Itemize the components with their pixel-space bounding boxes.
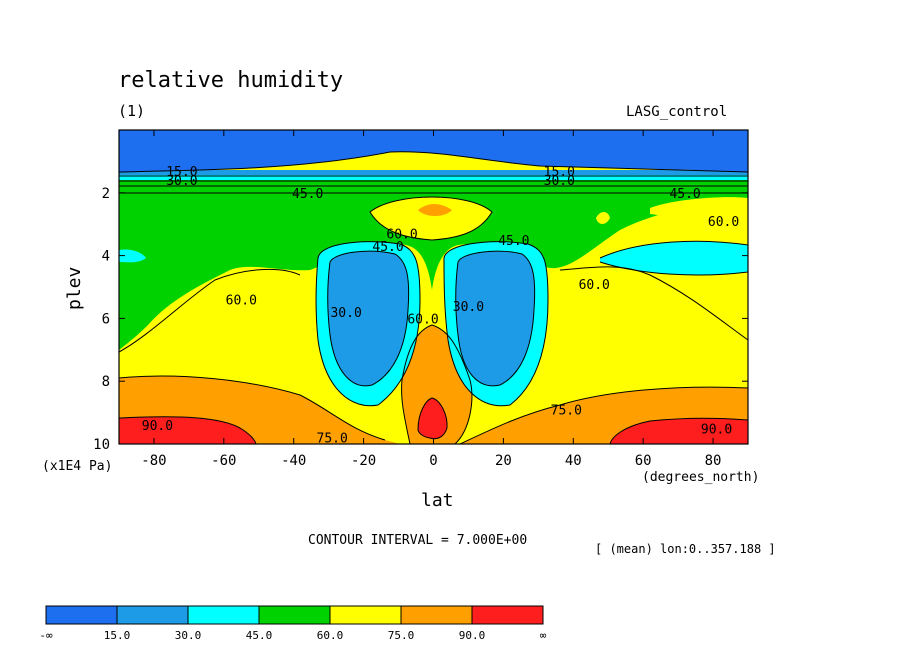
band-30-45-right-ellipse (600, 241, 748, 275)
contour-labels: 15.030.045.060.030.060.045.060.030.045.0… (142, 165, 739, 447)
contour-label: 45.0 (372, 240, 403, 255)
chart-title: relative humidity (118, 68, 344, 93)
band-60-75-equator-top (370, 197, 492, 240)
contour-label: 60.0 (226, 294, 257, 309)
colorbar-label: ∞ (540, 629, 547, 642)
contour-label: 60.0 (386, 228, 417, 243)
band-below-15-upper (119, 130, 748, 172)
x-tick-label: 60 (635, 453, 652, 469)
colorbar-swatch (187, 605, 260, 625)
x-tick-label: -20 (351, 453, 376, 469)
mean-info-text: [ (mean) lon:0..357.188 ] (595, 542, 776, 556)
y-tick-label: 4 (102, 249, 110, 265)
band-30-45-left-edge (119, 249, 146, 263)
band-75-90 (119, 325, 748, 444)
contour-label: 45.0 (498, 234, 529, 249)
colorbar-label: 90.0 (459, 629, 486, 642)
band-15-30-left (327, 251, 409, 386)
contour-lines (119, 151, 748, 444)
x-axis-label: lat (421, 490, 454, 511)
contour-label: 60.0 (407, 312, 438, 327)
band-60-75-right-wing (558, 266, 748, 365)
contour-label: 15.0 (166, 165, 197, 180)
colorbar-label: 75.0 (388, 629, 415, 642)
x-tick-label: 80 (705, 453, 722, 469)
band-60-75-right-upper (650, 197, 748, 225)
y-axis-label: plev (64, 266, 85, 310)
x-tick-label: 0 (429, 453, 437, 469)
band-45-60-upper (119, 178, 748, 192)
colorbar-swatch (116, 605, 189, 625)
x-axis-unit: (degrees_north) (642, 470, 760, 485)
contour-label: 30.0 (453, 300, 484, 315)
colorbar-swatch (471, 605, 544, 625)
colorbar-label: 15.0 (104, 629, 131, 642)
band-60-75-right-spot (596, 212, 610, 224)
case-label: LASG_control (626, 104, 728, 120)
contour-label: 60.0 (708, 215, 739, 230)
colorbar-swatch (258, 605, 331, 625)
band-90-plus-left (119, 416, 256, 444)
x-tick-label: -60 (211, 453, 236, 469)
x-tick-label: -40 (281, 453, 306, 469)
x-tick-label: 40 (565, 453, 582, 469)
x-tick-label: 20 (495, 453, 512, 469)
contour-label: 75.0 (551, 403, 582, 418)
colorbar-label: 30.0 (175, 629, 202, 642)
band-15-30-upper (119, 170, 748, 175)
colorbar-swatch (45, 605, 118, 625)
band-75-90-equator-top (418, 204, 452, 216)
filled-contour-field (119, 130, 748, 444)
band-45-60 (119, 190, 748, 350)
colorbar-swatch (329, 605, 402, 625)
contour-label: 90.0 (701, 422, 732, 437)
contour-label: 30.0 (330, 306, 361, 321)
chart-subtitle: (1) (118, 102, 146, 120)
contour-label: 90.0 (142, 419, 173, 434)
y-tick-label: 10 (93, 437, 110, 453)
band-90-plus-center (418, 398, 448, 439)
colorbar-label: 45.0 (246, 629, 273, 642)
band-60-75-left-wing (119, 269, 300, 360)
x-tick-label: -80 (141, 453, 166, 469)
contour-label: 30.0 (166, 174, 197, 189)
x-axis: -80 -60 -40 -20 0 20 40 60 80 (141, 130, 721, 469)
contour-label: 15.0 (544, 165, 575, 180)
contour-label: 45.0 (669, 187, 700, 202)
band-90-plus-right (610, 418, 748, 444)
contour-interval-text: CONTOUR INTERVAL = 7.000E+00 (308, 533, 528, 548)
colorbar-swatch (400, 605, 473, 625)
y-tick-label: 8 (102, 374, 110, 390)
contour-label: 75.0 (317, 432, 348, 447)
y-axis: 2 4 6 8 10 (93, 186, 748, 453)
contour-label: 60.0 (579, 278, 610, 293)
contour-label: 45.0 (292, 187, 323, 202)
colorbar: -∞ 15.0 30.0 45.0 60.0 75.0 90.0 ∞ (39, 605, 547, 642)
y-tick-label: 6 (102, 311, 110, 327)
contour-label: 30.0 (544, 174, 575, 189)
y-tick-label: 2 (102, 186, 110, 202)
colorbar-label: -∞ (39, 629, 53, 642)
y-axis-unit: (x1E4 Pa) (42, 459, 113, 474)
band-15-30-right (455, 251, 535, 386)
colorbar-label: 60.0 (317, 629, 344, 642)
